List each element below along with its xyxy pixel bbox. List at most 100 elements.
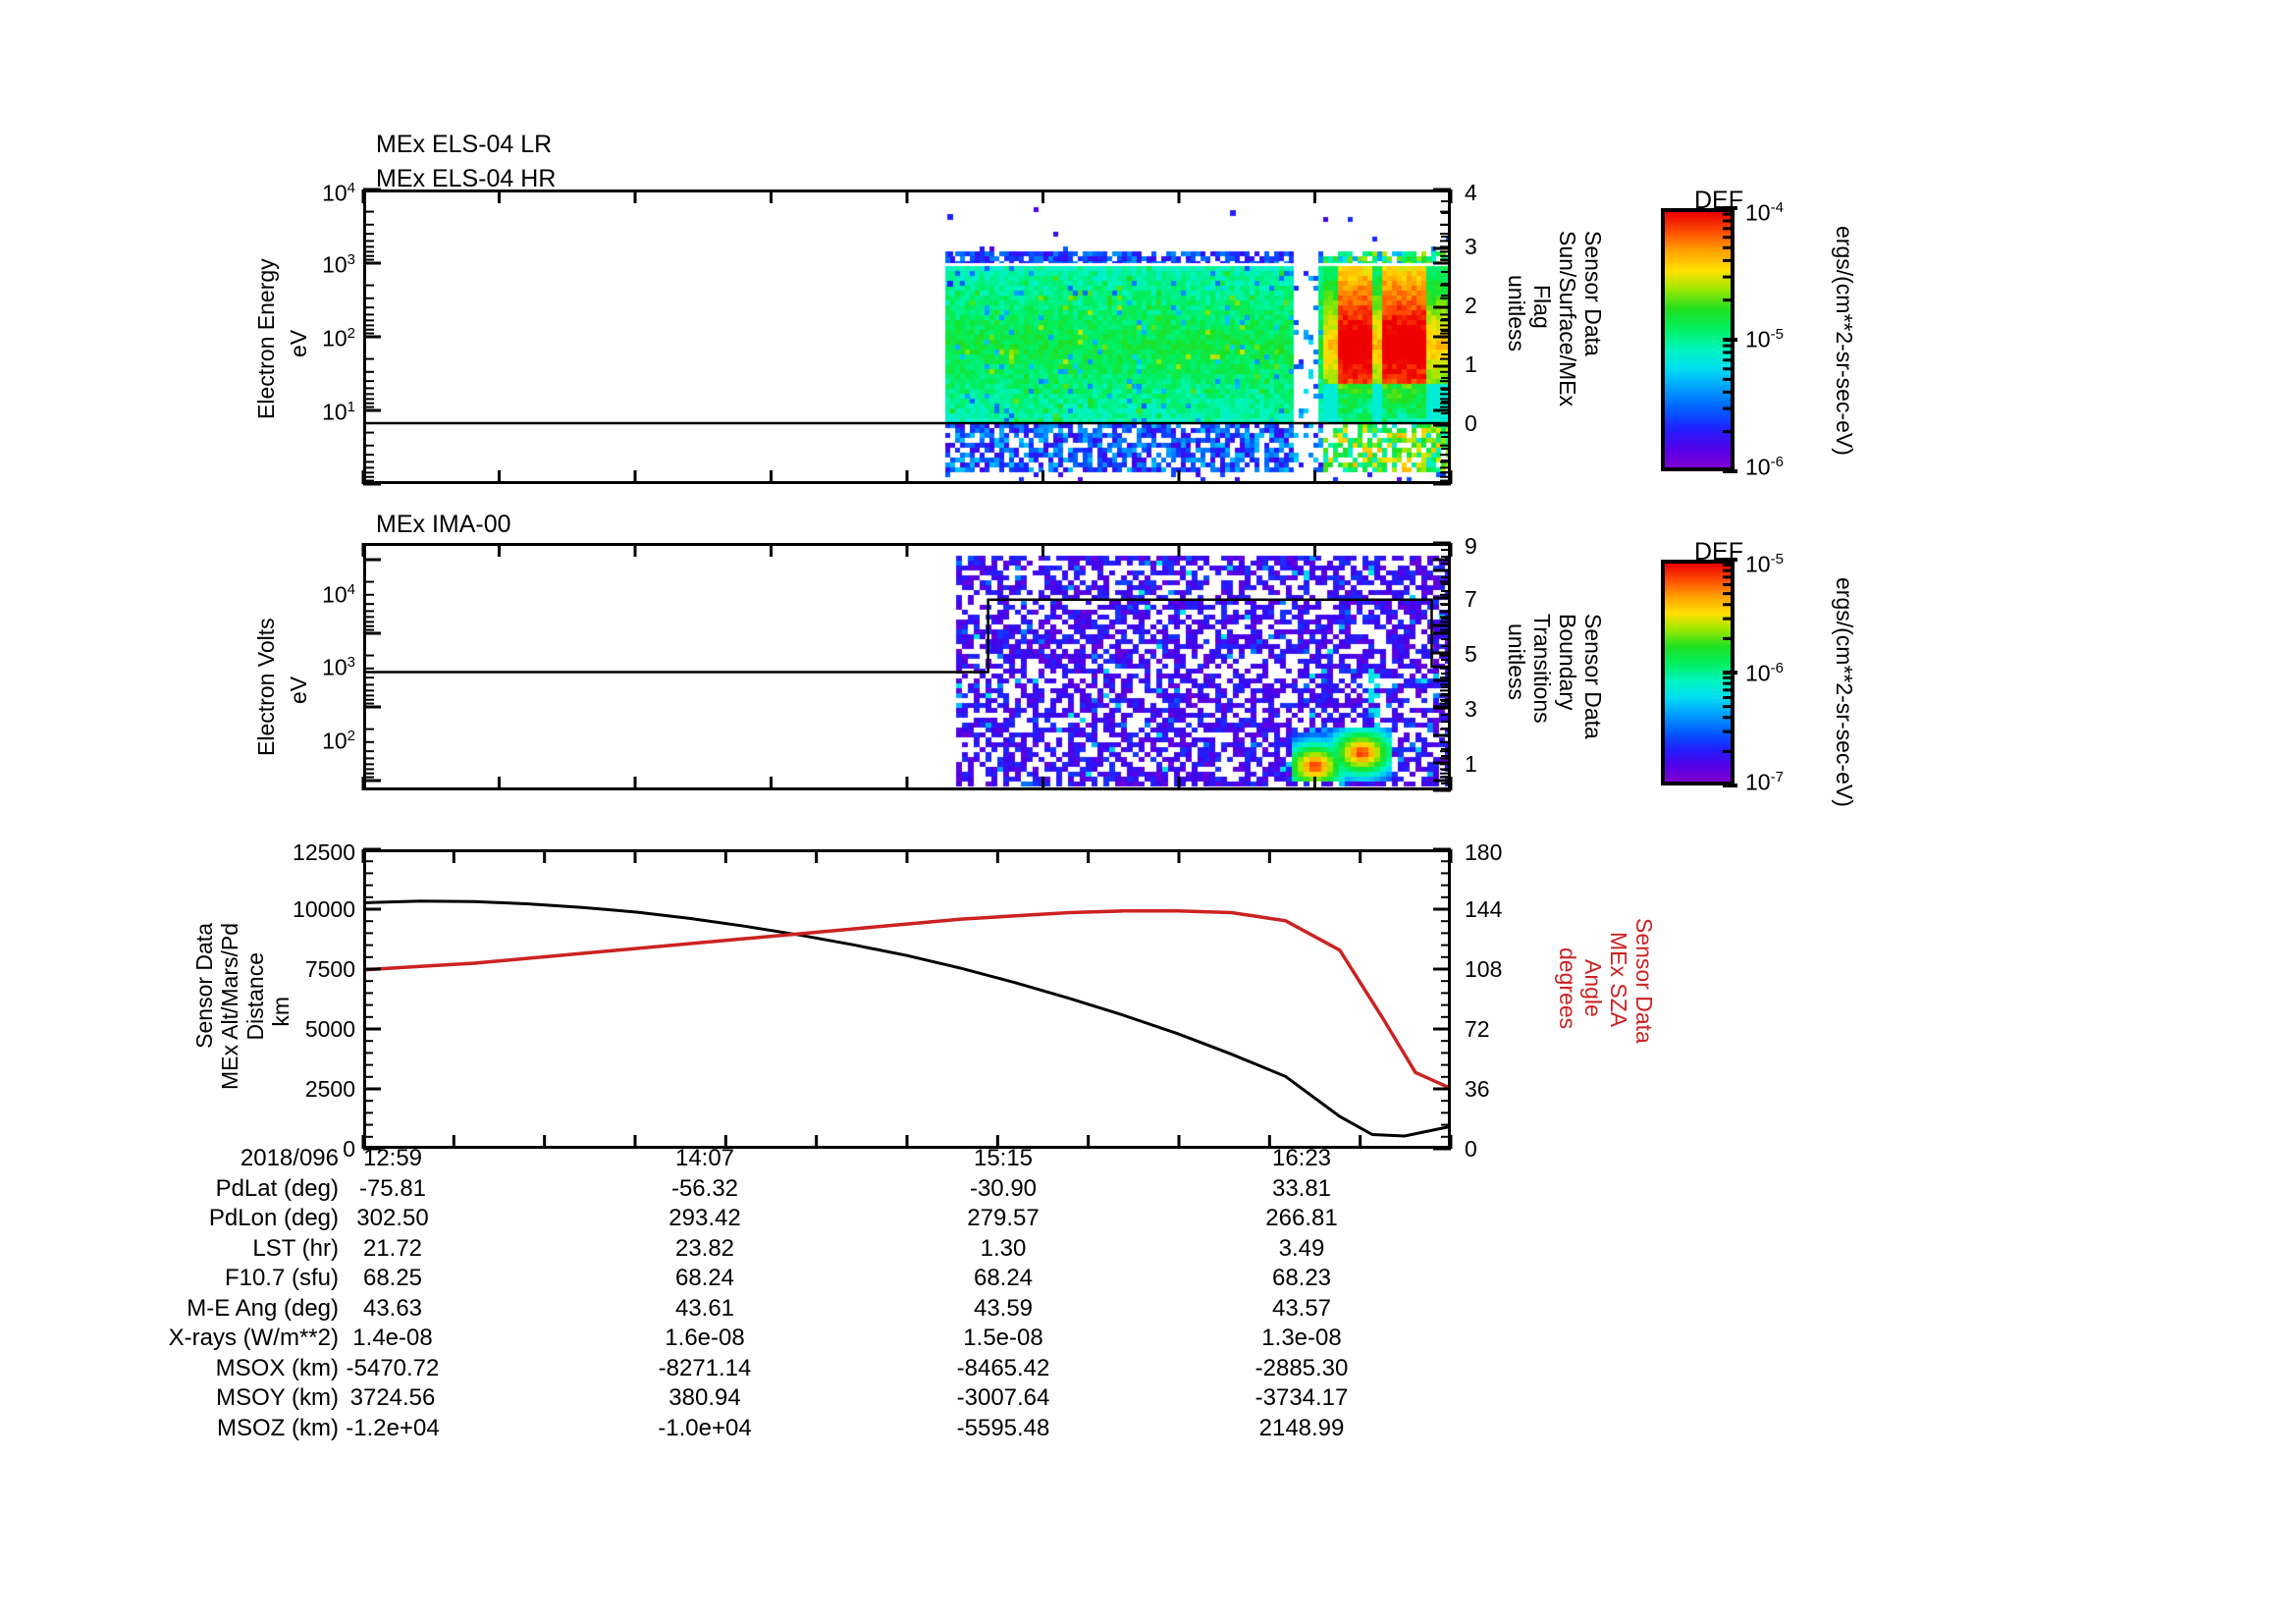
p1-rt-1: 1	[1465, 352, 1477, 377]
table-cell: 1.6e-08	[665, 1325, 745, 1351]
table-row-label: X-rays (W/m**2)	[168, 1325, 339, 1351]
p2-lt-e3: 3	[347, 654, 355, 671]
table-row-label: PdLon (deg)	[208, 1205, 339, 1231]
p1-lt-e3: 3	[347, 251, 355, 268]
table-cell: 3724.56	[349, 1384, 436, 1411]
table-cell: -30.90	[969, 1174, 1038, 1202]
p3-lt-12500: 12500	[293, 839, 355, 865]
p3-rt-0: 0	[1465, 1136, 1477, 1162]
p3-lt-5000: 5000	[304, 1016, 355, 1042]
table-cell: -3007.64	[956, 1384, 1050, 1411]
p3-ral1: Sensor Data	[1630, 918, 1657, 1044]
table-cell: -8271.14	[658, 1354, 752, 1381]
p1-lt-e1: 1	[347, 399, 355, 415]
table-cell: 3.49	[1278, 1234, 1325, 1262]
colorbar2-ticks	[1723, 558, 1737, 787]
colorbar2-tick-bot: 10-7	[1745, 769, 1784, 795]
p2-ral2: Boundary	[1554, 614, 1580, 711]
table-cell: 15:15	[973, 1145, 1034, 1171]
panel3-left-ticklabels: 12500 10000 7500 5000 2500 0	[285, 839, 359, 1163]
p3-lt-2500: 2500	[304, 1076, 355, 1102]
p1-lt-e2: 2	[347, 325, 355, 342]
p1-ral2: Sun/Surface/MEx	[1554, 231, 1580, 406]
p1-ral3: Flag	[1528, 285, 1555, 329]
panel2-spectrogram	[366, 546, 1448, 787]
p3-rt-72: 72	[1465, 1016, 1490, 1042]
p1-ral4: unitless	[1503, 275, 1529, 352]
panel1-overlay-line	[366, 421, 1448, 425]
panel1-title-lr: MEx ELS-04 LR	[376, 131, 553, 158]
p3-rt-144: 144	[1465, 896, 1503, 922]
cb2-exp-bot: -7	[1770, 769, 1784, 785]
p2-ral1: Sensor Data	[1579, 614, 1606, 739]
panel2-right-ticklabels: 9 7 5 3 1	[1465, 533, 1504, 798]
p2-lt-e4: 4	[347, 581, 355, 598]
table-cell: -8465.42	[956, 1354, 1050, 1381]
table-cell: 68.24	[674, 1265, 735, 1291]
p3-lt-7500: 7500	[304, 956, 355, 982]
p2-rt-5: 5	[1465, 641, 1477, 667]
table-cell: 14:07	[674, 1145, 735, 1171]
p1-rt-0: 0	[1465, 410, 1477, 436]
table-cell: 43.59	[973, 1294, 1034, 1322]
table-cell: 43.63	[362, 1294, 423, 1322]
colorbar2-gradient	[1665, 564, 1731, 782]
panel3-right-ticklabels: 180 144 108 72 36 0	[1465, 839, 1533, 1163]
colorbar1-tick-bot: 10-6	[1745, 454, 1784, 480]
p2-rt-1: 1	[1465, 751, 1477, 777]
cb2-exp-top: -5	[1770, 551, 1784, 568]
table-cell: 2148.99	[1258, 1414, 1345, 1441]
table-row-label: F10.7 (sfu)	[224, 1265, 339, 1291]
p1-ral1: Sensor Data	[1579, 231, 1606, 356]
table-cell: 23.82	[674, 1234, 735, 1262]
table-cell: -75.81	[358, 1174, 427, 1202]
cb2-exp-mid: -6	[1770, 660, 1784, 676]
table-cell: 1.5e-08	[963, 1325, 1043, 1351]
p3-rt-108: 108	[1465, 956, 1503, 982]
table-cell: 1.3e-08	[1261, 1325, 1342, 1351]
table-cell: -1.0e+04	[658, 1414, 752, 1441]
colorbar2	[1661, 560, 1735, 785]
p1-lt-e4: 4	[347, 180, 355, 196]
p2-rt-7: 7	[1465, 586, 1477, 612]
colorbar1-units: ergs/(cm**2-sr-sec-eV)	[1831, 226, 1857, 456]
table-cell: 1.4e-08	[352, 1325, 433, 1351]
colorbar2-tick-top: 10-5	[1745, 551, 1784, 577]
p3-ral3: Angle	[1579, 959, 1606, 1017]
panel1-right-ticklabels: 4 3 2 1 0	[1465, 180, 1504, 494]
p2-rt-9: 9	[1465, 533, 1477, 559]
table-cell: 68.23	[1271, 1265, 1332, 1291]
panel2-title: MEx IMA-00	[376, 511, 511, 538]
p2-rt-3: 3	[1465, 696, 1477, 722]
table-row-label: LST (hr)	[252, 1234, 339, 1262]
p2-lt-e2: 2	[347, 728, 355, 744]
cb1-exp-top: -4	[1770, 199, 1784, 216]
table-cell: 68.25	[362, 1265, 423, 1291]
panel2-left-ticklabels: 104 103 102	[322, 581, 355, 754]
table-row-label: 2018/096	[240, 1145, 339, 1171]
p1-rt-4: 4	[1465, 180, 1477, 205]
table-cell: 1.30	[980, 1234, 1027, 1262]
table-row-label: M-E Ang (deg)	[187, 1294, 339, 1322]
table-row-label: PdLat (deg)	[215, 1174, 339, 1202]
colorbar1-ticks	[1723, 206, 1737, 473]
table-cell: 43.61	[674, 1294, 735, 1322]
table-cell: 68.24	[973, 1265, 1034, 1291]
cb1-exp-bot: -6	[1770, 454, 1784, 470]
p3-lt-0: 0	[343, 1136, 355, 1162]
table-cell: 12:59	[362, 1145, 423, 1171]
table-cell: 279.57	[967, 1205, 1040, 1231]
colorbar1-gradient	[1665, 212, 1731, 467]
table-cell: -1.2e+04	[346, 1414, 440, 1441]
panel3-curves	[365, 899, 1449, 1138]
table-cell: 33.81	[1271, 1174, 1332, 1202]
colorbar2-tick-mid: 10-6	[1745, 660, 1784, 686]
table-cell: -5595.48	[956, 1414, 1050, 1441]
panel1-spectrogram	[366, 192, 1448, 481]
table-cell: 43.57	[1271, 1294, 1332, 1322]
cb1-exp-mid: -5	[1770, 326, 1784, 343]
panel1-left-ticklabels: 104 103 102 101	[322, 180, 355, 425]
panel2-overlay-line	[366, 598, 1448, 674]
table-cell: 21.72	[362, 1234, 423, 1262]
